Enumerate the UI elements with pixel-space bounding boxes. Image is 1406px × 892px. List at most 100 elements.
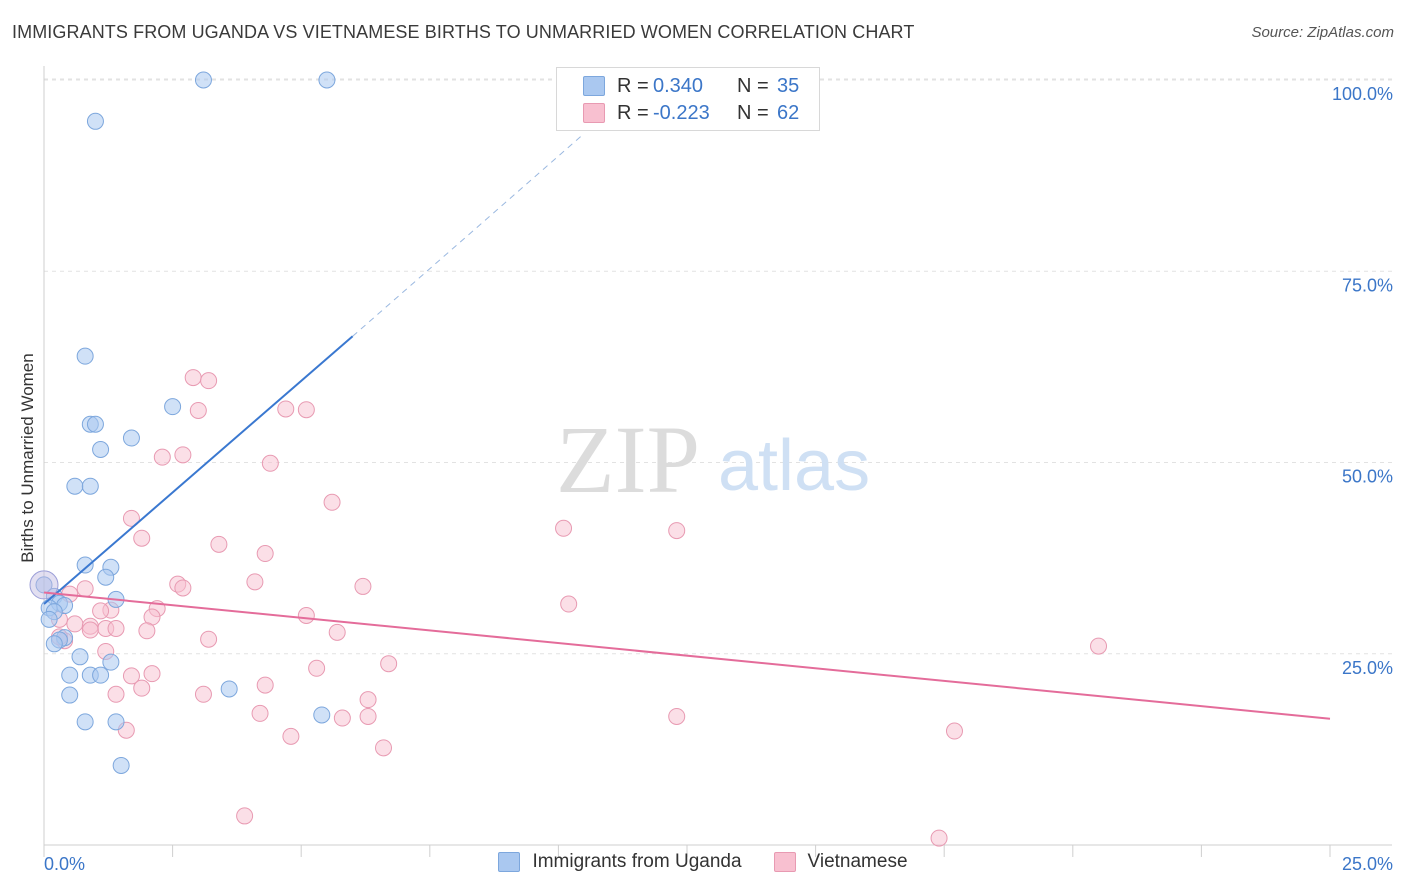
uganda-point bbox=[107, 713, 125, 731]
uganda-point bbox=[92, 440, 110, 458]
vietnamese-point bbox=[200, 372, 218, 390]
uganda-point bbox=[97, 568, 115, 586]
uganda-point bbox=[86, 415, 104, 433]
vietnamese-point bbox=[107, 620, 125, 638]
vietnamese-point bbox=[375, 739, 393, 757]
legend-n-label: N = bbox=[737, 101, 769, 124]
uganda-point bbox=[76, 713, 94, 731]
uganda-point-large bbox=[29, 570, 59, 600]
uganda-point bbox=[40, 610, 58, 628]
legend-swatch-vietnamese bbox=[583, 103, 605, 123]
vietnamese-point bbox=[297, 401, 315, 419]
legend-r-label: R = bbox=[617, 101, 649, 124]
vietnamese-point bbox=[184, 369, 202, 387]
vietnamese-point bbox=[560, 595, 578, 613]
legend-r-value: -0.223 bbox=[653, 101, 710, 124]
vietnamese-point bbox=[174, 446, 192, 464]
vietnamese-point bbox=[122, 667, 140, 685]
vietnamese-point bbox=[189, 401, 207, 419]
watermark-zip: ZIP bbox=[556, 406, 700, 513]
vietnamese-point bbox=[143, 665, 161, 683]
vietnamese-trend-line bbox=[43, 591, 1331, 720]
y-tick-label: 25.0% bbox=[1342, 658, 1393, 678]
vietnamese-point bbox=[246, 573, 264, 591]
series-legend-uganda[interactable]: Immigrants from Uganda bbox=[498, 851, 742, 873]
vietnamese-point bbox=[81, 621, 99, 639]
uganda-point bbox=[61, 686, 79, 704]
series-legend-vietnamese[interactable]: Vietnamese bbox=[773, 851, 908, 873]
vietnamese-point bbox=[66, 615, 84, 633]
legend-swatch-uganda bbox=[583, 76, 605, 96]
vietnamese-point bbox=[359, 691, 377, 709]
y-tick-label: 75.0% bbox=[1342, 275, 1393, 295]
vietnamese-point bbox=[945, 722, 963, 740]
uganda-point bbox=[164, 398, 182, 416]
vietnamese-point bbox=[194, 685, 212, 703]
vietnamese-point bbox=[92, 602, 110, 620]
y-tick-label: 50.0% bbox=[1342, 467, 1393, 487]
vietnamese-point bbox=[333, 709, 351, 727]
vietnamese-point bbox=[256, 545, 274, 563]
uganda-point bbox=[194, 71, 212, 89]
grid-lines bbox=[44, 78, 1392, 655]
vietnamese-point bbox=[359, 707, 377, 725]
vietnamese-point bbox=[930, 829, 948, 847]
series-legend: Immigrants from Uganda Vietnamese bbox=[0, 851, 1406, 873]
uganda-point bbox=[220, 680, 238, 698]
vietnamese-point bbox=[107, 685, 125, 703]
axes bbox=[43, 66, 1392, 857]
uganda-trend-extension bbox=[352, 133, 585, 337]
uganda-point bbox=[318, 71, 336, 89]
legend-row-uganda: R = 0.340 N = 35 bbox=[583, 73, 799, 99]
vietnamese-point bbox=[555, 519, 573, 537]
vietnamese-point bbox=[1090, 637, 1108, 655]
series-legend-label: Immigrants from Uganda bbox=[532, 851, 742, 872]
vietnamese-point bbox=[323, 493, 341, 511]
axis-labels: 25.0% 50.0% 75.0% 100.0% 0.0% 25.0% Births to … bbox=[18, 84, 1393, 874]
watermark: ZIP atlas bbox=[556, 406, 870, 513]
uganda-trend-line bbox=[43, 335, 354, 605]
y-axis-label: Births to Unmarried Women bbox=[18, 353, 37, 562]
x-tick-label: 0.0% bbox=[44, 854, 85, 874]
x-tick-label: 25.0% bbox=[1342, 854, 1393, 874]
vietnamese-point bbox=[297, 607, 315, 624]
vietnamese-point bbox=[236, 807, 254, 825]
uganda-point bbox=[122, 429, 140, 447]
trend-lines bbox=[43, 133, 1331, 720]
vietnamese-point bbox=[256, 676, 274, 694]
uganda-point bbox=[76, 556, 94, 574]
vietnamese-point bbox=[200, 630, 218, 648]
legend-n-value: 62 bbox=[777, 101, 800, 124]
vietnamese-point bbox=[133, 679, 151, 697]
series-swatch-vietnamese bbox=[773, 852, 796, 872]
uganda-point bbox=[112, 756, 130, 774]
series-swatch-uganda bbox=[498, 852, 521, 872]
vietnamese-point bbox=[138, 622, 156, 640]
legend-n-value: 35 bbox=[777, 74, 800, 97]
correlation-legend: R = 0.340 N = 35 R = -0.223 N = 62 bbox=[556, 67, 820, 131]
vietnamese-point bbox=[122, 509, 140, 527]
vietnamese-point bbox=[282, 727, 300, 745]
vietnamese-point bbox=[380, 655, 398, 673]
vietnamese-point bbox=[174, 579, 192, 597]
watermark-atlas: atlas bbox=[718, 426, 870, 506]
vietnamese-point bbox=[277, 400, 295, 418]
series-legend-label: Vietnamese bbox=[807, 851, 908, 872]
uganda-point bbox=[102, 653, 120, 671]
uganda-point bbox=[61, 666, 79, 684]
uganda-point bbox=[313, 706, 331, 724]
vietnamese-point bbox=[261, 454, 279, 472]
legend-n-label: N = bbox=[737, 74, 769, 97]
uganda-point bbox=[45, 635, 63, 653]
vietnamese-point bbox=[251, 704, 269, 722]
vietnamese-point bbox=[308, 659, 326, 677]
chart-title: IMMIGRANTS FROM UGANDA VS VIETNAMESE BIR… bbox=[12, 22, 915, 42]
source-label: Source: ZipAtlas.com bbox=[1251, 24, 1394, 41]
legend-row-vietnamese: R = -0.223 N = 62 bbox=[583, 100, 799, 126]
vietnamese-point bbox=[76, 580, 94, 598]
vietnamese-point bbox=[354, 577, 372, 595]
uganda-point bbox=[92, 666, 110, 684]
uganda-point bbox=[86, 112, 104, 130]
vietnamese-point bbox=[153, 448, 171, 466]
vietnamese-points bbox=[50, 369, 1108, 847]
